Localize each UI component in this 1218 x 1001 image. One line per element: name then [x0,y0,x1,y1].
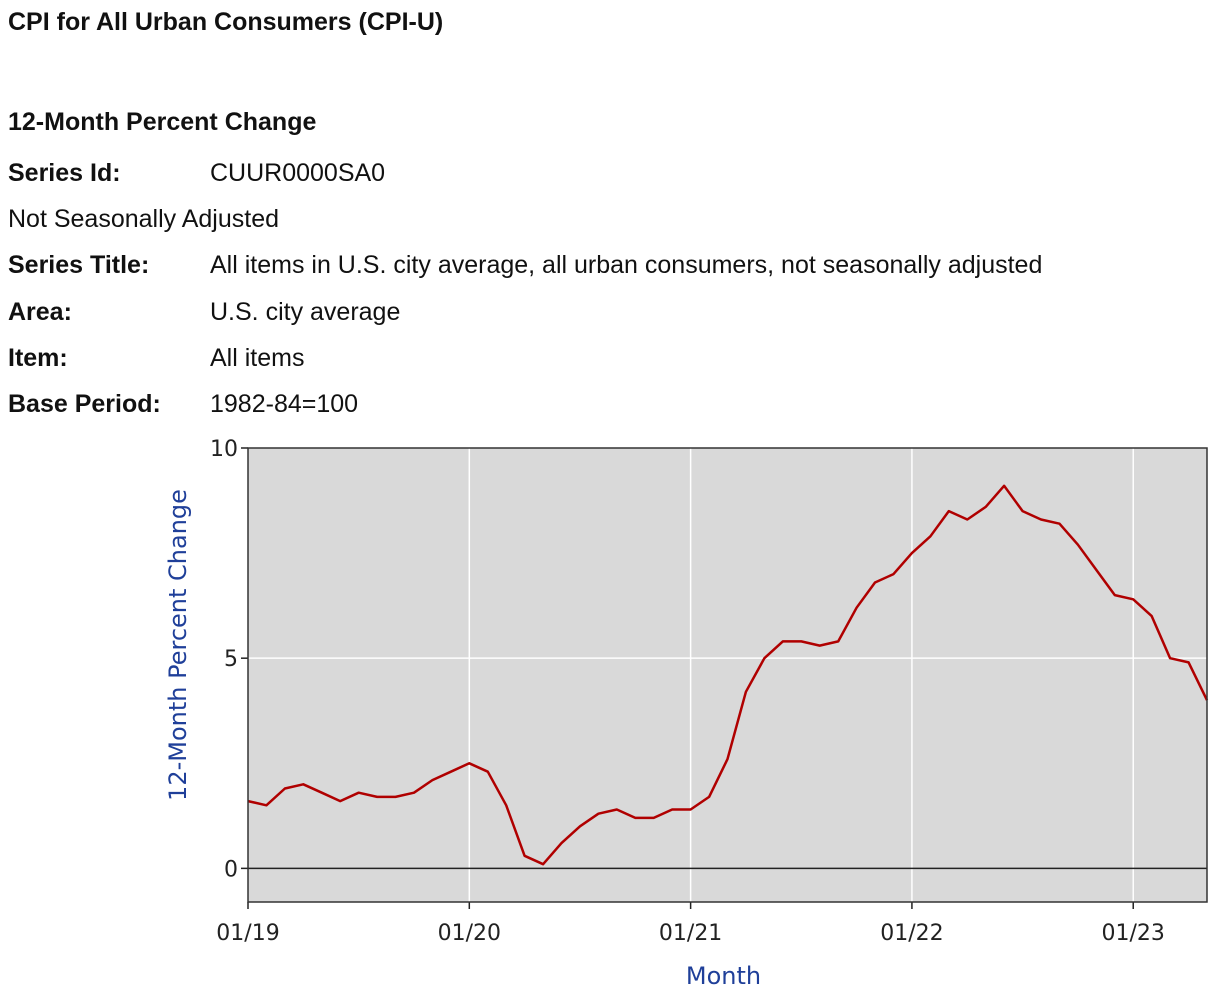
series-id-row: Series Id: CUUR0000SA0 [8,150,1208,196]
x-tick-label: 01/23 [1102,921,1165,946]
area-value: U.S. city average [210,297,401,326]
axes: 01/19 01/20 01/21 01/22 01/23 0 5 10 [210,437,1208,946]
x-tick-label: 01/22 [880,921,943,946]
y-tick-label: 0 [224,857,238,882]
base-period-value: 1982-84=100 [210,390,359,419]
page-title: CPI for All Urban Consumers (CPI-U) [8,8,444,36]
cpi-line-chart: 01/19 01/20 01/21 01/22 01/23 0 5 10 Month 12-M… [164,437,1209,990]
plot-area [248,448,1207,902]
item-row: Item: All items [8,335,1208,381]
x-tick-label: 01/20 [438,921,501,946]
grid-lines [248,448,1207,902]
plot-frame [247,447,1208,903]
x-tick-label: 01/19 [216,921,279,946]
x-axis-title: Month [686,962,761,990]
series-id-value: CUUR0000SA0 [210,158,386,187]
y-tick-label: 10 [210,437,238,462]
series-title-row: Series Title: All items in U.S. city ave… [8,243,1208,289]
item-value: All items [210,343,305,372]
y-axis-title: 12-Month Percent Change [164,489,192,801]
adjustment-row: Not Seasonally Adjusted [8,196,1208,242]
base-period-row: Base Period: 1982-84=100 [8,381,1208,427]
x-tick-label: 01/21 [659,921,722,946]
series-title-label: Series Title: [8,251,150,280]
series-id-label: Series Id: [8,158,121,187]
area-label: Area: [8,297,72,326]
series-title-value: All items in U.S. city average, all urba… [210,251,1043,280]
y-tick-label: 5 [224,647,238,672]
series-layer [247,484,1209,866]
base-period-label: Base Period: [8,390,161,419]
item-label: Item: [8,343,68,372]
series-metadata: Series Id: CUUR0000SA0 Not Seasonally Ad… [8,150,1208,428]
adjustment-value: Not Seasonally Adjusted [8,204,280,233]
cpi-series-line [247,484,1209,866]
chart-subtitle: 12-Month Percent Change [8,108,317,136]
area-row: Area: U.S. city average [8,289,1208,335]
